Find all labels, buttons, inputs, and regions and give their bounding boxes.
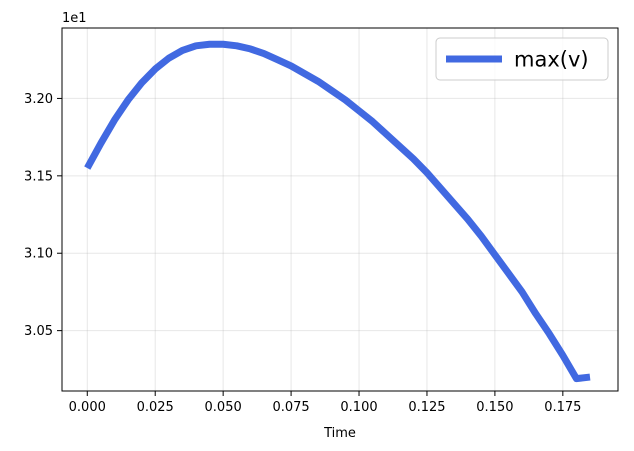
y-tick-label: 3.20	[24, 92, 53, 107]
x-axis-label: Time	[323, 426, 356, 441]
y-axis-offset-label: 1e1	[62, 11, 87, 26]
x-tick-label: 0.075	[272, 400, 309, 415]
axes-frame	[61, 27, 619, 392]
legend: max(v)	[435, 37, 609, 81]
x-tick-label: 0.000	[69, 400, 106, 415]
legend-box	[435, 37, 609, 81]
axes-spines	[61, 27, 619, 392]
x-axis-ticks: 0.000 0.025 0.050 0.075 0.100 0.125 0.150 0.175	[69, 391, 581, 415]
grid-lines	[62, 28, 618, 391]
series-line-max-v	[84, 40, 591, 383]
x-tick-label: 0.050	[205, 400, 242, 415]
x-tick-label: 0.100	[340, 400, 377, 415]
x-tick-label: 0.150	[476, 400, 513, 415]
y-tick-label: 3.10	[24, 247, 53, 262]
y-axis-ticks: 3.05 3.10 3.15 3.20	[24, 92, 62, 339]
x-tick-label: 0.175	[544, 400, 581, 415]
y-tick-label: 3.05	[24, 324, 53, 339]
x-tick-label: 0.125	[408, 400, 445, 415]
legend-label: max(v)	[514, 48, 589, 72]
plot-series-group	[84, 40, 591, 383]
x-tick-label: 0.025	[137, 400, 174, 415]
y-tick-label: 3.15	[24, 169, 53, 184]
